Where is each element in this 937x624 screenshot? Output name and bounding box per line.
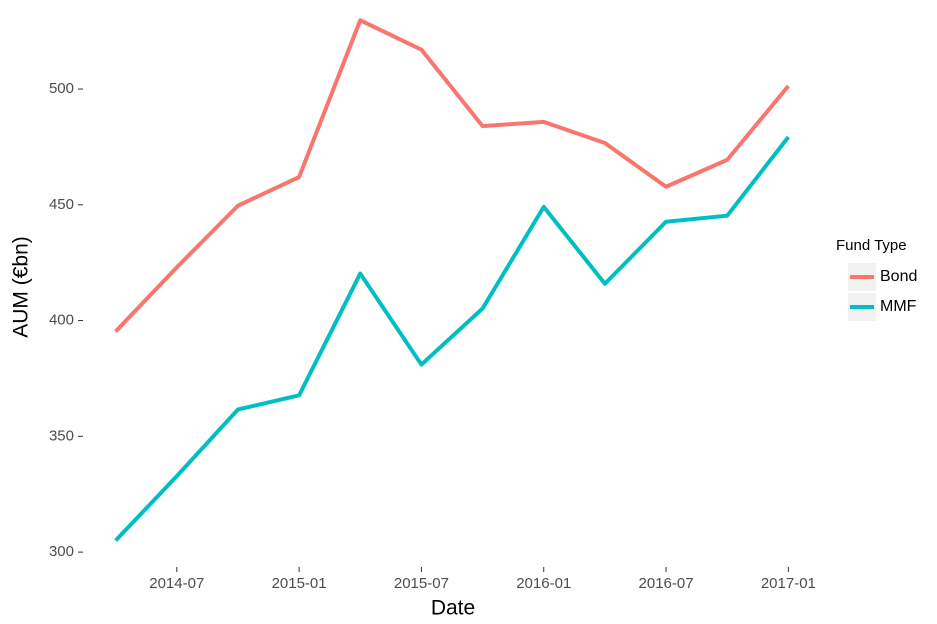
y-tick-label: 500 (49, 80, 74, 97)
x-tick-label: 2016-07 (639, 575, 694, 592)
line (114, 18, 790, 333)
x-tick-label: 2015-01 (272, 575, 327, 592)
y-tick-label: 400 (49, 312, 74, 329)
legend-title: Fund Type (836, 237, 907, 254)
y-tick-label: 350 (49, 427, 74, 444)
y-tick-label: 300 (49, 543, 74, 560)
x-tick-label: 2017-01 (761, 575, 816, 592)
x-tick-label: 2014-07 (149, 575, 204, 592)
legend-label: Bond (880, 268, 917, 285)
line (114, 135, 790, 542)
y-axis-title: AUM (€bn) (10, 236, 33, 338)
x-tick-label: 2016-01 (516, 575, 571, 592)
x-axis-title: Date (431, 597, 475, 620)
legend-label: MMF (880, 298, 917, 315)
x-tick-label: 2015-07 (394, 575, 449, 592)
y-tick-label: 450 (49, 196, 74, 213)
